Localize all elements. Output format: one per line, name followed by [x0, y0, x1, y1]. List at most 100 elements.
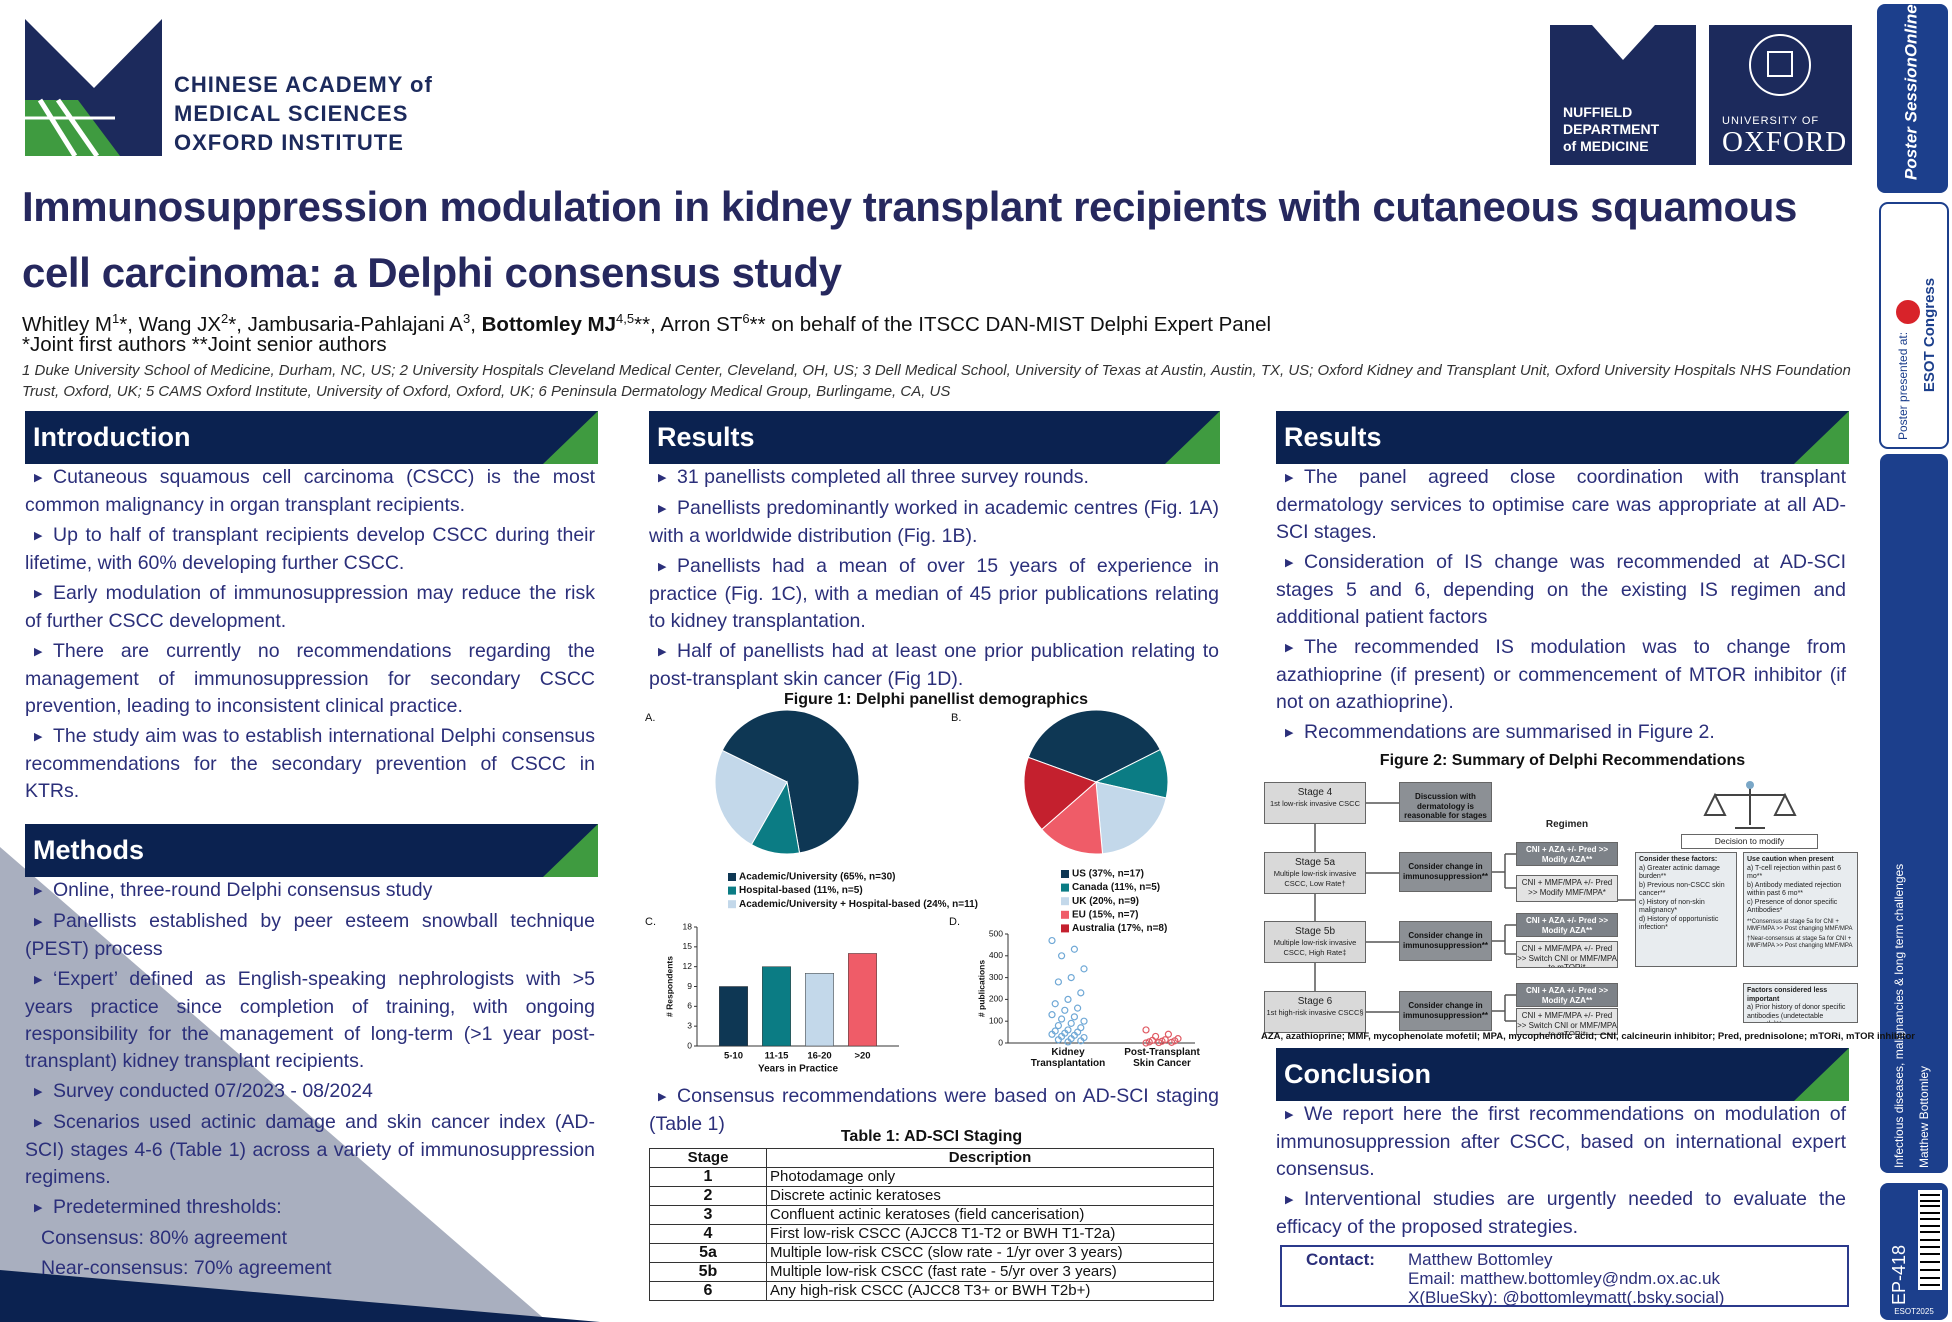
bar	[805, 973, 834, 1047]
bullet: Interventional studies are urgently need…	[1276, 1186, 1846, 1241]
regimen-text: CNI + AZA +/- Pred >> Modify AZA**	[1525, 845, 1609, 864]
regimen-box: CNI + AZA +/- Pred >> Modify AZA**	[1516, 842, 1618, 866]
regimen-box: CNI + MMF/MPA +/- Pred >> Modify MMF/MPA…	[1516, 875, 1618, 902]
legend-label: US (37%, n=17)	[1072, 869, 1144, 880]
stage-name: Stage 5b	[1294, 926, 1336, 937]
consider-box: Consider these factors: a) Greater actini…	[1635, 852, 1737, 967]
dot	[1080, 965, 1088, 973]
regimen-box: CNI + AZA +/- Pred >> Modify AZA**	[1516, 913, 1618, 937]
box-item: d) History of opportunistic infection*	[1639, 915, 1719, 932]
dot	[1167, 1038, 1176, 1046]
sidebar-box	[1877, 4, 1948, 193]
box-heading: Consider these factors:	[1639, 856, 1718, 863]
legend-label: Academic/University + Hospital-based (24…	[739, 899, 978, 910]
section-heading: Methods	[25, 824, 598, 877]
bullet: Scenarios used actinic damage and skin c…	[25, 1109, 595, 1191]
legend-swatch	[1061, 924, 1069, 933]
affiliation-number: 3	[462, 311, 471, 326]
box-heading: Use caution when present	[1747, 856, 1834, 863]
dot	[1058, 952, 1066, 960]
table-row: 1 Photodamage only	[649, 1167, 1214, 1187]
dot	[1067, 974, 1075, 982]
figure-title: Figure 1: Delphi panellist demographics	[784, 691, 1088, 708]
dot	[1074, 1004, 1082, 1012]
table-title: Table 1: AD-SCI Staging	[840, 1128, 1023, 1145]
sidebar-label: ESOT Congress	[1921, 278, 1938, 392]
oxford-crest	[1749, 34, 1811, 96]
action-text: Discussion with dermatology is reasonabl…	[1404, 792, 1487, 821]
y-tick-label: 18	[683, 921, 693, 931]
box-item: c) Presence of donor specific Antibodies…	[1747, 898, 1838, 915]
table-row: 2 Discrete actinic keratoses	[649, 1186, 1214, 1206]
navy-triangle	[0, 1270, 600, 1322]
decision-box: Decision to modify immunosuppression	[1681, 834, 1818, 849]
author-text: ,	[470, 312, 482, 336]
bar	[719, 986, 748, 1047]
left-logo	[25, 19, 162, 158]
table-header: Stage	[649, 1148, 767, 1168]
sidebar-text: Poster SessionOnline Poster presented at:…	[1889, 4, 1938, 1316]
bullet: ‘Expert’ defined as English-speaking nep…	[25, 966, 595, 1075]
oxford-logo	[1709, 25, 1852, 165]
dot	[1142, 1039, 1150, 1047]
figure1: Figure 1: Delphi panellist demographics …	[645, 691, 1195, 1075]
pie-slice	[714, 749, 788, 846]
legend-swatch	[1061, 883, 1069, 892]
sidebar-label: Infectious diseases, malignancies & long…	[1892, 864, 1906, 1168]
dot	[1054, 978, 1062, 986]
bullet: Panellists had a mean of over 15 years o…	[649, 553, 1219, 635]
dot	[1158, 1037, 1166, 1045]
oxford-line: OXFORD	[1722, 126, 1848, 158]
bullet: Half of panellists had at least one prio…	[649, 638, 1219, 693]
box-item: c) History of non-skin malignancy*	[1639, 898, 1705, 915]
legend-swatch	[728, 900, 736, 909]
box-item: a) Prior history of donor specific antib…	[1747, 1004, 1846, 1022]
figure2-connectors	[1314, 781, 1797, 1022]
regimen-box: CNI + AZA +/- Pred >> Modify AZA**	[1516, 983, 1618, 1007]
table-row: 3 Confluent actinic keratoses (field canc…	[649, 1205, 1214, 1225]
x-tick-label: Kidney Transplantation	[1030, 1047, 1106, 1069]
table-cell: Any high-risk CSCC (AJCC8 T3+ or BWH T2b…	[766, 1281, 1214, 1301]
legend-swatch	[1061, 910, 1069, 919]
stage-box: Stage 4 1st low-risk invasive CSCC	[1264, 782, 1366, 824]
section-heading: Introduction	[25, 411, 598, 464]
legend-label: Hospital-based (11%, n=5)	[739, 885, 863, 896]
legend-label: Australia (17%, n=8)	[1072, 923, 1167, 934]
stage-box: Stage 5b Multiple low-risk invasive CSCC,…	[1264, 921, 1366, 963]
action-text: Consider change in immunosuppression**	[1403, 862, 1488, 881]
bullet: Panellists established by peer esteem sn…	[25, 908, 595, 963]
sidebar-label: ESOT2025	[1894, 1307, 1934, 1316]
x-tick-label: 11-15	[765, 1051, 789, 1062]
sidebar-box	[1880, 454, 1948, 1173]
authors: Whitley M1*, Wang JX2*, Jambusaria-Pahla…	[22, 306, 1271, 338]
table-header: Description	[766, 1148, 1214, 1168]
regimen-box: CNI + MMF/MPA +/- Pred >> Switch CNI or …	[1516, 1008, 1618, 1035]
sidebar	[1877, 4, 1949, 1320]
bullet: Panellists predominantly worked in acade…	[649, 495, 1219, 550]
author-text: Whitley M	[22, 312, 112, 336]
y-axis-label: # Respondents	[664, 956, 674, 1017]
x-tick-label: 5-10	[724, 1051, 743, 1062]
bullet: Cutaneous squamous cell carcinoma (CSCC)…	[25, 464, 595, 519]
dot	[1164, 1030, 1173, 1038]
table-cell: First low-risk CSCC (AJCC8 T1-T2 or BWH …	[766, 1224, 1214, 1244]
threshold: Consensus: 80% agreement	[41, 1227, 288, 1249]
stage-desc: Multiple low-risk invasive CSCC, Low Rat…	[1273, 869, 1357, 888]
action-box: Consider change in immunosuppression**	[1399, 991, 1492, 1031]
stage-name: Stage 4	[1297, 787, 1333, 798]
regimen-text: CNI + MMF/MPA +/- Pred >> Modify MMF/MPA…	[1521, 878, 1613, 897]
action-box: Consider change in immunosuppression**	[1399, 852, 1492, 892]
regimen-text: CNI + MMF/MPA +/- Pred >> Switch CNI or …	[1517, 1011, 1617, 1035]
bullet: Predetermined thresholds:	[25, 1194, 595, 1222]
x-tick-label: 16-20	[807, 1051, 831, 1062]
bullet: There are currently no recommendations r…	[25, 638, 595, 720]
stage-desc: Multiple low-risk invasive CSCC, High Ra…	[1273, 938, 1357, 957]
table-row: 6 Any high-risk CSCC (AJCC8 T3+ or BWH T2…	[649, 1281, 1214, 1301]
regimen-text: CNI + MMF/MPA +/- Pred >> Switch CNI or …	[1517, 944, 1617, 968]
dot	[1070, 1013, 1078, 1021]
results-body: 31 panellists completed all three survey…	[649, 464, 1219, 696]
logo-stripe	[55, 98, 100, 158]
box-item: a) Greater actinic damage burden**	[1639, 864, 1720, 881]
author-text: *, Jambusaria-Pahlajani A	[228, 312, 463, 336]
